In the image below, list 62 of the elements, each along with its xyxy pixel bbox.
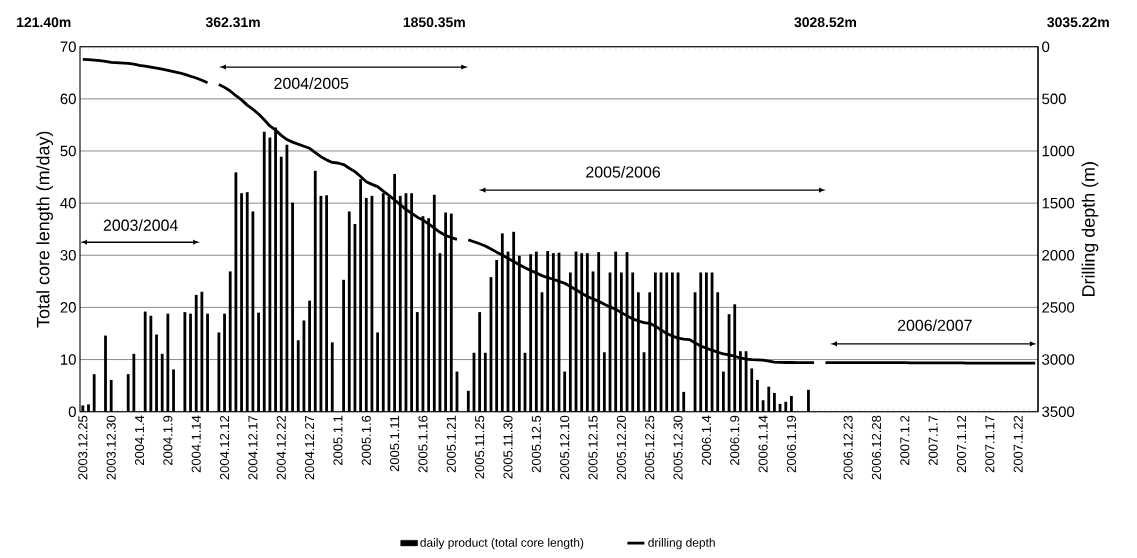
annotation: 2004/2005 xyxy=(274,77,349,90)
x-tick-label: 2005.12.30 xyxy=(673,415,683,480)
y-tick-label: 60 xyxy=(60,93,76,105)
x-tick-label: 2005.1.16 xyxy=(418,415,428,473)
legend-label: daily product (total core length) xyxy=(420,538,584,550)
x-tick-label: 2004.12.17 xyxy=(248,415,258,480)
y2-tick-label: 3000 xyxy=(1042,354,1075,365)
legend-label: drilling depth xyxy=(648,538,715,550)
annotation: 2005/2006 xyxy=(586,165,661,178)
x-tick-label: 2004.12.27 xyxy=(304,415,315,480)
y-tick-label: 30 xyxy=(60,249,76,261)
x-tick-label: 2006.1.9 xyxy=(730,415,740,465)
x-tick-label: 2007.1.12 xyxy=(956,415,967,473)
y-tick-label: 0 xyxy=(68,406,76,417)
x-tick-label: 2005.11.25 xyxy=(475,415,485,479)
y2-tick-label: 2000 xyxy=(1042,249,1075,261)
annotation: 2006/2007 xyxy=(897,319,972,331)
x-tick-label: 2006.1.4 xyxy=(701,415,711,465)
text: 121.40m xyxy=(17,17,71,28)
x-tick-label: 2004.1.4 xyxy=(134,415,145,465)
y2-tick-label: 3500 xyxy=(1042,406,1075,417)
text: 1850.35m xyxy=(403,17,465,28)
y2-axis-title: Drilling depth (m) xyxy=(1081,162,1099,296)
y-tick-label: 20 xyxy=(60,302,76,313)
y-tick-label: 50 xyxy=(60,145,76,157)
x-tick-label: 2005.1.1 xyxy=(333,415,343,465)
x-tick-label: 2005.12.15 xyxy=(588,415,598,480)
x-tick-label: 2005.11.30 xyxy=(503,415,513,479)
x-tick-label: 2004.12.12 xyxy=(219,415,230,480)
y2-tick-label: 500 xyxy=(1042,93,1066,105)
x-tick-label: 2006.1.19 xyxy=(786,415,797,473)
text: 3035.22m xyxy=(1047,17,1109,28)
y-axis-title: Total core length (m/day) xyxy=(36,131,54,328)
y2-tick-label: 1000 xyxy=(1042,145,1075,157)
x-tick-label: 2005.12.25 xyxy=(645,415,655,480)
x-tick-label: 2005.12.20 xyxy=(616,415,626,480)
y2-tick-label: 2500 xyxy=(1042,302,1075,313)
x-tick-label: 2007.1.7 xyxy=(928,415,938,465)
y2-tick-label: 0 xyxy=(1042,41,1050,52)
x-tick-label: 2004.1.14 xyxy=(191,415,201,473)
x-tick-label: 2005.1.6 xyxy=(361,415,371,465)
y2-tick-label: 1500 xyxy=(1042,197,1075,209)
x-tick-label: 2007.1.22 xyxy=(1013,415,1023,473)
x-tick-label: 2003.12.30 xyxy=(106,415,116,480)
y-tick-label: 40 xyxy=(60,197,76,209)
x-tick-label: 2003.12.25 xyxy=(78,415,88,480)
x-tick-label: 2005.1.21 xyxy=(446,415,456,473)
x-tick-label: 2005.12.5 xyxy=(531,415,541,473)
x-tick-label: 2006.12.28 xyxy=(871,415,882,480)
text: 362.31m xyxy=(205,17,260,28)
x-tick-label: 2006.12.23 xyxy=(843,415,853,480)
x-tick-label: 2007.1.17 xyxy=(985,415,995,473)
y-tick-label: 70 xyxy=(60,41,76,52)
y-tick-label: 10 xyxy=(61,354,76,365)
x-tick-label: 2005.1.11 xyxy=(390,415,400,472)
x-tick-label: 2005.12.10 xyxy=(560,415,570,480)
x-tick-label: 2006.1.14 xyxy=(758,415,768,473)
x-tick-label: 2007.1.2 xyxy=(900,415,910,465)
x-tick-label: 2004.1.9 xyxy=(163,415,173,465)
annotation: 2003/2004 xyxy=(103,219,178,231)
x-tick-label: 2004.12.22 xyxy=(276,415,286,480)
text: 3028.52m xyxy=(794,17,856,28)
